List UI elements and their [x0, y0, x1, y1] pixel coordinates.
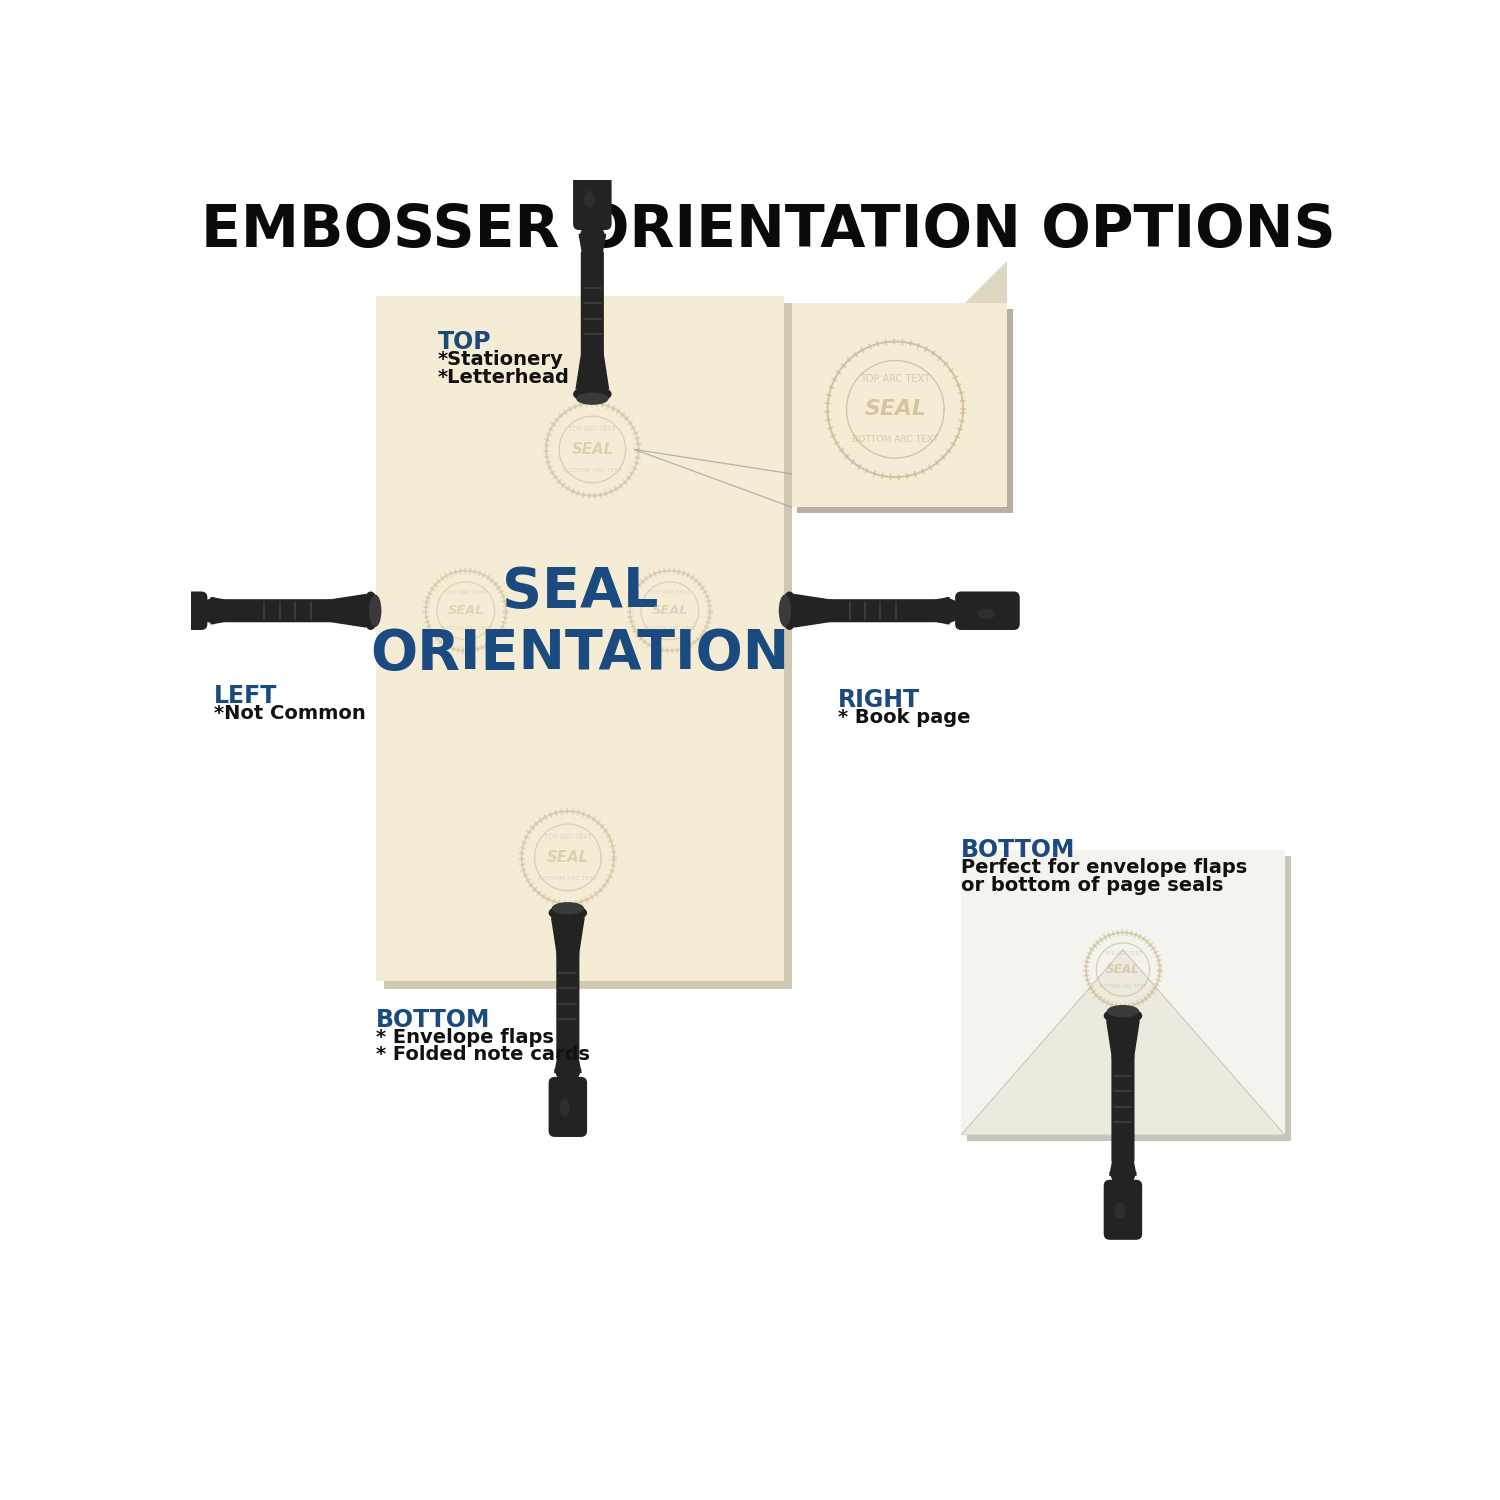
Text: BOTTOM ARC TEXT: BOTTOM ARC TEXT: [1100, 984, 1146, 988]
Bar: [968, 856, 1292, 1142]
Text: EMBOSSER ORIENTATION OPTIONS: EMBOSSER ORIENTATION OPTIONS: [201, 201, 1336, 258]
Ellipse shape: [560, 1100, 570, 1116]
Bar: [796, 309, 1012, 513]
Polygon shape: [210, 597, 237, 624]
Bar: [792, 303, 1008, 507]
Text: TOP ARC TEXT: TOP ARC TEXT: [544, 834, 591, 840]
Text: SEAL: SEAL: [548, 850, 590, 865]
FancyBboxPatch shape: [828, 598, 936, 622]
Ellipse shape: [1104, 1008, 1142, 1025]
Ellipse shape: [782, 591, 798, 630]
Text: BOTTOM ARC TEXT: BOTTOM ARC TEXT: [538, 876, 597, 880]
Bar: [376, 296, 784, 981]
Text: BOTTOM: BOTTOM: [962, 839, 1076, 862]
Polygon shape: [579, 222, 606, 237]
Ellipse shape: [1114, 1202, 1125, 1219]
Text: TOP ARC TEXT: TOP ARC TEXT: [650, 591, 690, 596]
FancyBboxPatch shape: [580, 251, 604, 356]
Polygon shape: [794, 594, 834, 627]
Polygon shape: [550, 918, 585, 957]
FancyBboxPatch shape: [573, 176, 612, 230]
Ellipse shape: [552, 902, 584, 915]
FancyBboxPatch shape: [549, 1077, 586, 1137]
Text: BOTTOM ARC TEXT: BOTTOM ARC TEXT: [441, 626, 491, 632]
FancyBboxPatch shape: [1112, 1054, 1134, 1162]
Polygon shape: [576, 350, 609, 390]
FancyBboxPatch shape: [224, 598, 332, 622]
Ellipse shape: [573, 386, 612, 402]
Text: TOP ARC TEXT: TOP ARC TEXT: [446, 591, 486, 596]
Ellipse shape: [362, 591, 380, 630]
Polygon shape: [1108, 1172, 1137, 1188]
Text: SEAL: SEAL: [1106, 963, 1140, 976]
Ellipse shape: [576, 393, 609, 405]
Text: * Envelope flaps: * Envelope flaps: [376, 1028, 554, 1047]
Ellipse shape: [778, 594, 790, 627]
Text: *Stationery: *Stationery: [438, 350, 564, 369]
Text: SEAL
ORIENTATION: SEAL ORIENTATION: [370, 564, 789, 681]
Text: SEAL: SEAL: [864, 399, 927, 420]
Text: BOTTOM ARC TEXT: BOTTOM ARC TEXT: [562, 468, 622, 472]
Text: RIGHT: RIGHT: [839, 688, 920, 712]
Text: BOTTOM: BOTTOM: [376, 1008, 490, 1032]
Text: BOTTOM ARC TEXT: BOTTOM ARC TEXT: [645, 626, 694, 632]
Ellipse shape: [369, 594, 381, 627]
FancyBboxPatch shape: [956, 591, 1020, 630]
Ellipse shape: [1107, 1005, 1138, 1017]
Text: SEAL: SEAL: [572, 442, 614, 458]
Text: *Letterhead: *Letterhead: [438, 368, 570, 387]
Text: TOP ARC TEXT: TOP ARC TEXT: [1104, 951, 1142, 956]
Text: or bottom of page seals: or bottom of page seals: [962, 876, 1224, 896]
Ellipse shape: [584, 190, 594, 207]
Polygon shape: [922, 597, 950, 624]
Text: Perfect for envelope flaps: Perfect for envelope flaps: [962, 858, 1248, 877]
FancyBboxPatch shape: [1104, 1180, 1142, 1240]
Polygon shape: [1106, 1020, 1140, 1060]
FancyBboxPatch shape: [556, 951, 579, 1060]
Ellipse shape: [549, 904, 586, 921]
Polygon shape: [326, 594, 366, 627]
Text: TOP ARC TEXT: TOP ARC TEXT: [568, 426, 616, 432]
Polygon shape: [962, 950, 1284, 1136]
Text: SEAL: SEAL: [651, 604, 688, 616]
Polygon shape: [554, 1070, 582, 1084]
Polygon shape: [579, 234, 606, 261]
Text: * Folded note cards: * Folded note cards: [376, 1046, 590, 1065]
Text: * Book page: * Book page: [839, 708, 970, 728]
Text: LEFT: LEFT: [214, 684, 278, 708]
FancyBboxPatch shape: [142, 591, 207, 630]
Polygon shape: [946, 597, 962, 624]
Text: *Not Common: *Not Common: [214, 705, 366, 723]
Text: TOP: TOP: [438, 330, 492, 354]
Ellipse shape: [165, 609, 182, 619]
Text: TOP ARC TEXT: TOP ARC TEXT: [861, 374, 930, 384]
Polygon shape: [964, 261, 1008, 303]
Bar: [962, 850, 1284, 1136]
Polygon shape: [554, 1050, 582, 1072]
Text: SEAL: SEAL: [447, 604, 485, 616]
Polygon shape: [200, 597, 214, 624]
Text: BOTTOM ARC TEXT: BOTTOM ARC TEXT: [852, 435, 939, 444]
Ellipse shape: [978, 609, 994, 619]
Polygon shape: [1108, 1154, 1137, 1176]
Bar: [384, 303, 792, 988]
